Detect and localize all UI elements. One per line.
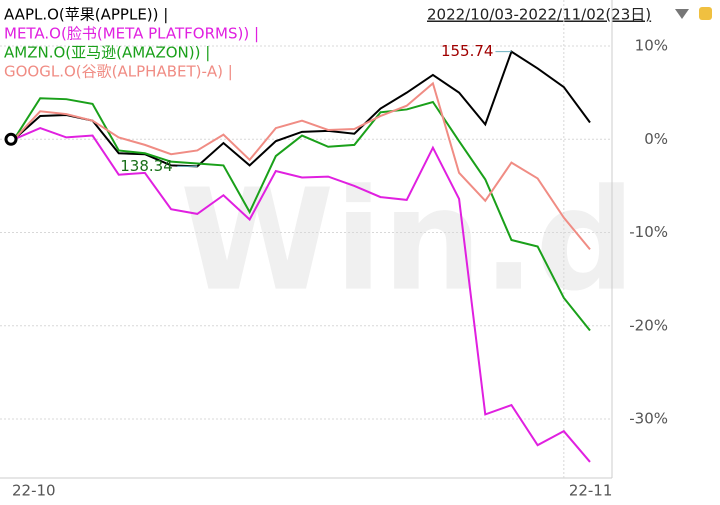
icon[interactable] [699, 7, 712, 20]
x-tick-label: 22-10 [12, 482, 56, 500]
legend-entry: AMZN.O(亚马逊(AMAZON)) | [4, 44, 210, 62]
line [13, 127, 591, 463]
annotation: 138.34 [120, 157, 173, 175]
x-tick-label: 22-11 [569, 482, 613, 500]
line [13, 97, 591, 332]
y-tick-label: 0% [644, 130, 668, 148]
y-tick-label: -30% [629, 410, 668, 428]
y-tick-label: -20% [629, 316, 668, 334]
line [13, 50, 591, 168]
legend-entry: GOOGL.O(谷歌(ALPHABET)-A) | [4, 63, 233, 81]
annotation: 155.74 [441, 42, 494, 60]
legend-entry: META.O(脸书(META PLATFORMS)) | [4, 25, 259, 43]
y-tick-label: -10% [629, 223, 668, 241]
line [13, 81, 591, 250]
dropdown-arrow[interactable] [675, 9, 689, 19]
date-range: 2022/10/03-2022/11/02(23日) [427, 6, 651, 24]
legend-entry: AAPL.O(苹果(APPLE)) | [4, 6, 168, 24]
watermark: Win.d [180, 160, 635, 323]
y-tick-label: 10% [635, 37, 668, 55]
start-marker [4, 132, 18, 146]
